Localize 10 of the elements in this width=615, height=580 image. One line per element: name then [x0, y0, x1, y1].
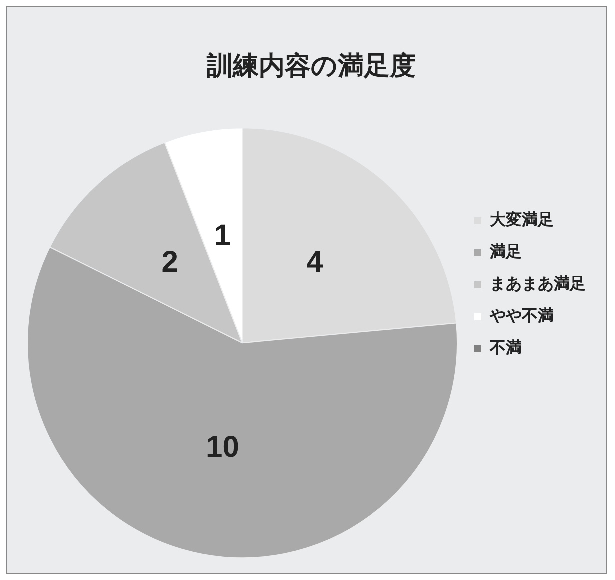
data-label: 10 [206, 431, 240, 464]
legend-label: 不満 [489, 338, 522, 358]
data-label: 4 [306, 246, 324, 279]
data-label: 2 [162, 246, 178, 279]
chart-title: 訓練内容の満足度 [206, 51, 416, 82]
data-label: 1 [214, 220, 232, 253]
legend-label: 満足 [489, 242, 522, 262]
legend-label: やや不満 [489, 306, 554, 326]
legend-label: 大変満足 [490, 210, 554, 230]
legend-label: まあまあ満足 [490, 274, 586, 294]
